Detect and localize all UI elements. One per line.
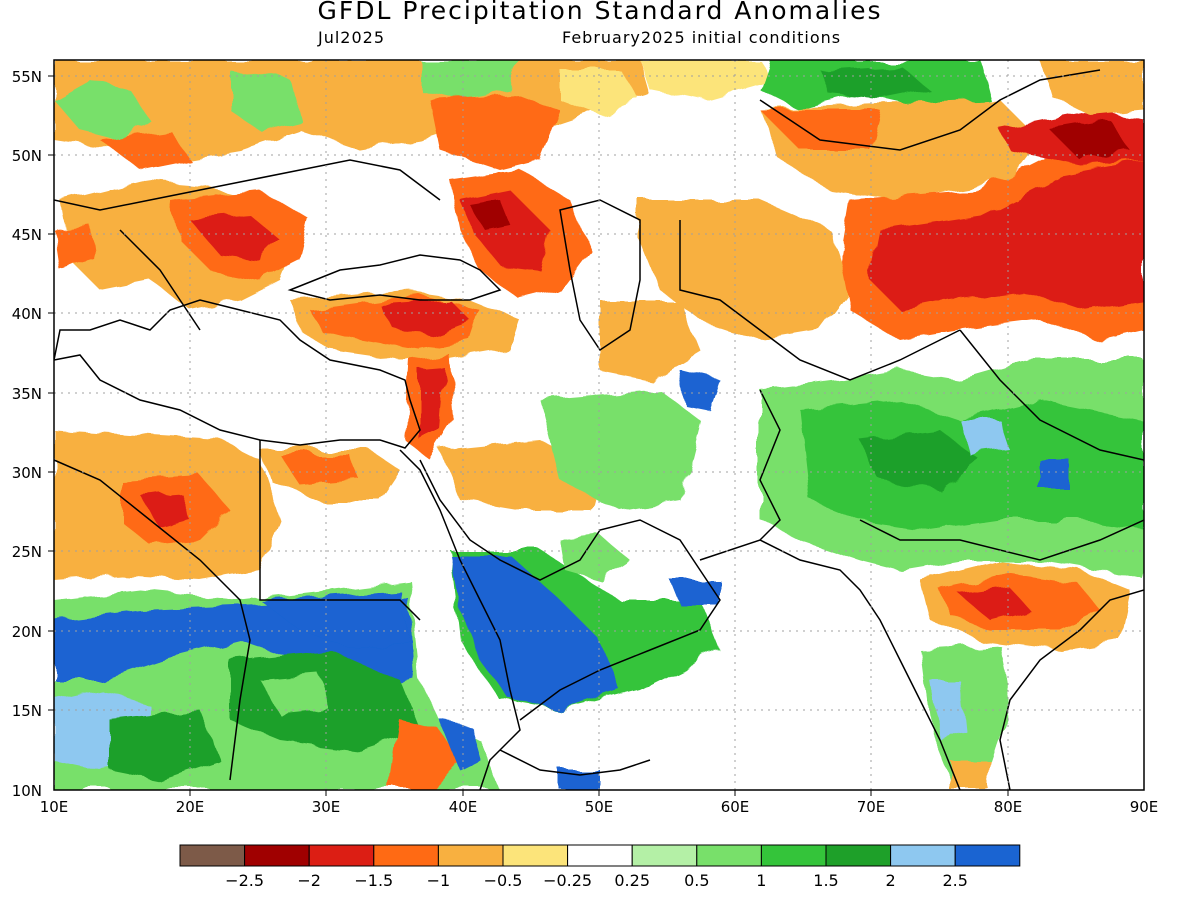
lon-label: 60E: [721, 798, 750, 816]
lat-label: 30N: [12, 464, 42, 482]
lat-label: 55N: [12, 68, 42, 86]
colorbar-swatch: [631, 844, 698, 867]
lon-label: 50E: [585, 798, 614, 816]
lon-label: 20E: [176, 798, 205, 816]
graticule: [54, 60, 1144, 790]
colorbar-swatch: [567, 844, 633, 867]
anomaly-field: [54, 60, 1144, 790]
lon-label: 80E: [994, 798, 1023, 816]
colorbar-swatch: [760, 844, 827, 867]
lat-label: 40N: [12, 305, 42, 323]
lon-ticks: [189, 790, 1009, 796]
colorbar-swatch: [825, 844, 892, 867]
latitude-labels: 55N 50N 45N 40N 35N 30N 25N 20N 15N 10N: [12, 68, 42, 800]
valid-month-label: Jul2025: [318, 28, 386, 47]
lat-label: 25N: [12, 543, 42, 561]
lon-label: 10E: [40, 798, 69, 816]
lon-label: 30E: [312, 798, 341, 816]
colorbar-tick-label: −2: [297, 871, 321, 890]
colorbar-labels: −2.5 −2 −1.5 −1 −0.5 −0.25 0.25 0.5 1 1.5 2 2.5: [225, 871, 968, 890]
lat-label: 45N: [12, 226, 42, 244]
colorbar-tick-label: −0.5: [484, 871, 523, 890]
colorbar-swatch: [373, 844, 439, 867]
lat-label: 10N: [12, 782, 42, 800]
colorbar-swatch: [308, 844, 375, 867]
coastlines: [54, 69, 1144, 790]
colorbar-swatch: [179, 844, 246, 867]
colorbar-swatch: [502, 844, 569, 867]
colorbar-tick-label: −0.25: [543, 871, 592, 890]
longitude-labels: 10E 20E 30E 40E 50E 60E 70E 80E 90E: [40, 798, 1159, 816]
colorbar-swatch: [954, 844, 1021, 867]
colorbar-swatch: [244, 844, 310, 867]
lon-label: 40E: [449, 798, 478, 816]
lat-label: 50N: [12, 147, 42, 165]
lat-ticks: [48, 75, 54, 711]
colorbar-swatch: [890, 844, 956, 867]
colorbar-tick-label: 2: [886, 871, 896, 890]
initial-conditions-label: February2025 initial conditions: [562, 28, 842, 47]
colorbar-tick-label: 1.5: [813, 871, 838, 890]
lat-label: 15N: [12, 702, 42, 720]
lon-label: 90E: [1130, 798, 1159, 816]
lat-label: 35N: [12, 385, 42, 403]
lat-label: 20N: [12, 623, 42, 641]
lon-label: 70E: [857, 798, 886, 816]
colorbar-tick-label: −1: [427, 871, 451, 890]
colorbar-swatch: [696, 844, 762, 867]
colorbar: [179, 844, 1021, 867]
colorbar-tick-label: 2.5: [942, 871, 967, 890]
colorbar-tick-label: 0.25: [614, 871, 650, 890]
colorbar-tick-label: −2.5: [225, 871, 264, 890]
colorbar-swatch: [437, 844, 504, 867]
colorbar-tick-label: −1.5: [354, 871, 393, 890]
colorbar-tick-label: 1: [756, 871, 766, 890]
map-title: GFDL Precipitation Standard Anomalies: [317, 0, 883, 25]
colorbar-tick-label: 0.5: [684, 871, 709, 890]
